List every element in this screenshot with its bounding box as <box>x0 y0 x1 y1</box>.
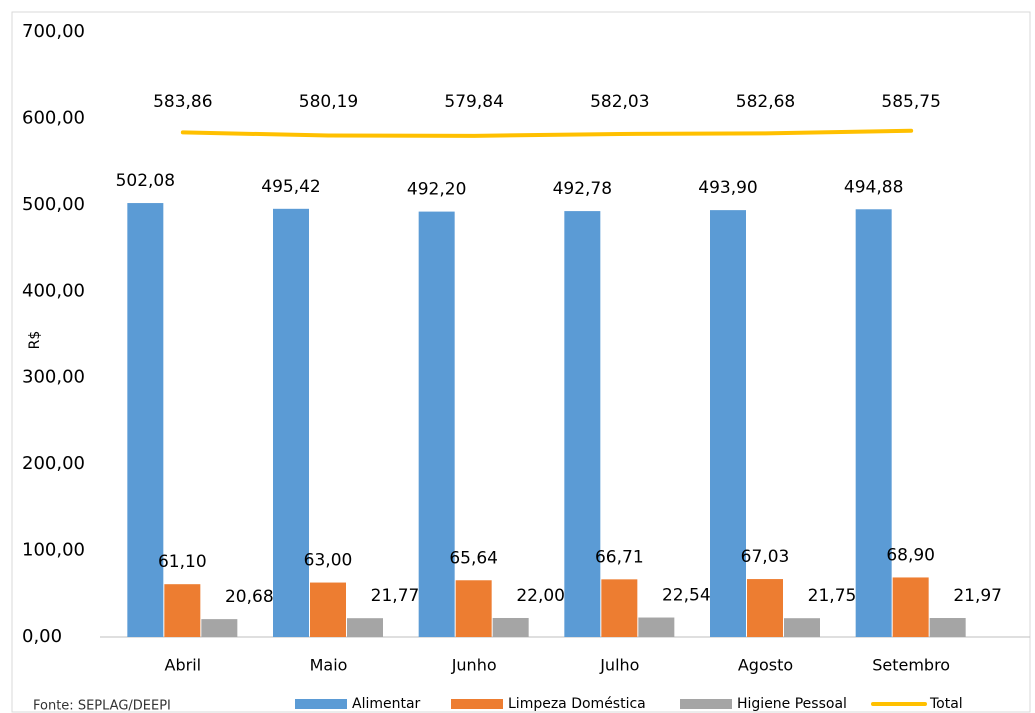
bar <box>347 618 383 637</box>
data-label: 583,86 <box>153 92 212 112</box>
data-label: 65,64 <box>449 548 498 568</box>
source: Fonte: SEPLAG/DEEPI <box>33 699 171 713</box>
data-label: 67,03 <box>741 547 790 567</box>
data-label: 68,90 <box>886 545 935 565</box>
data-label: 579,84 <box>444 92 503 112</box>
data-label: 21,77 <box>371 586 420 606</box>
bar <box>164 584 201 637</box>
x-tick-label: Abril <box>165 656 202 675</box>
legend-label: Limpeza Doméstica <box>508 696 646 712</box>
legend-swatch <box>295 699 347 709</box>
x-tick-label: Maio <box>310 656 348 675</box>
bar <box>638 617 675 637</box>
bar <box>601 579 638 637</box>
chart-frame <box>11 11 1031 713</box>
bar <box>492 617 529 637</box>
bar <box>273 208 309 638</box>
y-tick-label: 500,00 <box>22 194 85 215</box>
y-tick-label: 100,00 <box>22 540 85 561</box>
bar <box>127 203 164 637</box>
total-line <box>180 128 914 138</box>
data-label: 66,71 <box>595 547 644 567</box>
y-tick-label: 700,00 <box>22 21 85 42</box>
data-label: 580,19 <box>299 92 358 112</box>
data-label: 22,00 <box>516 586 565 606</box>
data-label: 492,20 <box>407 180 466 200</box>
data-label: 582,68 <box>736 92 795 112</box>
x-tick-label: Agosto <box>738 656 793 675</box>
data-label: 582,03 <box>590 92 649 112</box>
bar <box>455 580 492 637</box>
y-tick-label: 0,00 <box>22 626 62 647</box>
data-label: 585,75 <box>881 92 940 112</box>
bar <box>855 209 892 637</box>
data-label: 20,68 <box>225 587 274 607</box>
data-label: 495,42 <box>261 177 320 197</box>
data-label: 63,00 <box>304 551 353 571</box>
x-tick-label: Setembro <box>872 656 950 675</box>
y-tick-label: 200,00 <box>22 453 85 474</box>
bar <box>784 618 820 637</box>
data-label: 494,88 <box>844 177 903 197</box>
bar <box>892 577 929 637</box>
bar <box>710 210 746 638</box>
bar <box>564 211 601 637</box>
bar <box>201 619 238 637</box>
data-label: 22,54 <box>662 586 711 606</box>
legend-label: Total <box>929 696 963 712</box>
legend-label: Higiene Pessoal <box>737 696 847 712</box>
bar <box>418 211 455 637</box>
y-tick-label: 600,00 <box>22 107 85 128</box>
data-label: 492,78 <box>553 179 612 199</box>
x-tick-label: Julho <box>599 656 639 675</box>
data-label: 493,90 <box>698 178 757 198</box>
bar <box>747 579 783 637</box>
y-axis-label: R$ <box>27 331 43 350</box>
data-label: 61,10 <box>158 552 207 572</box>
y-tick-label: 300,00 <box>22 367 85 388</box>
bar <box>929 618 966 637</box>
x-tick-label: Junho <box>451 656 497 675</box>
data-label: 502,08 <box>116 171 175 191</box>
legend-swatch <box>680 699 732 709</box>
y-tick-label: 400,00 <box>22 280 85 301</box>
data-label: 21,97 <box>953 586 1002 606</box>
data-label: 21,75 <box>808 586 857 606</box>
legend-swatch <box>451 699 503 709</box>
legend-label: Alimentar <box>352 696 421 712</box>
bar <box>310 582 346 637</box>
